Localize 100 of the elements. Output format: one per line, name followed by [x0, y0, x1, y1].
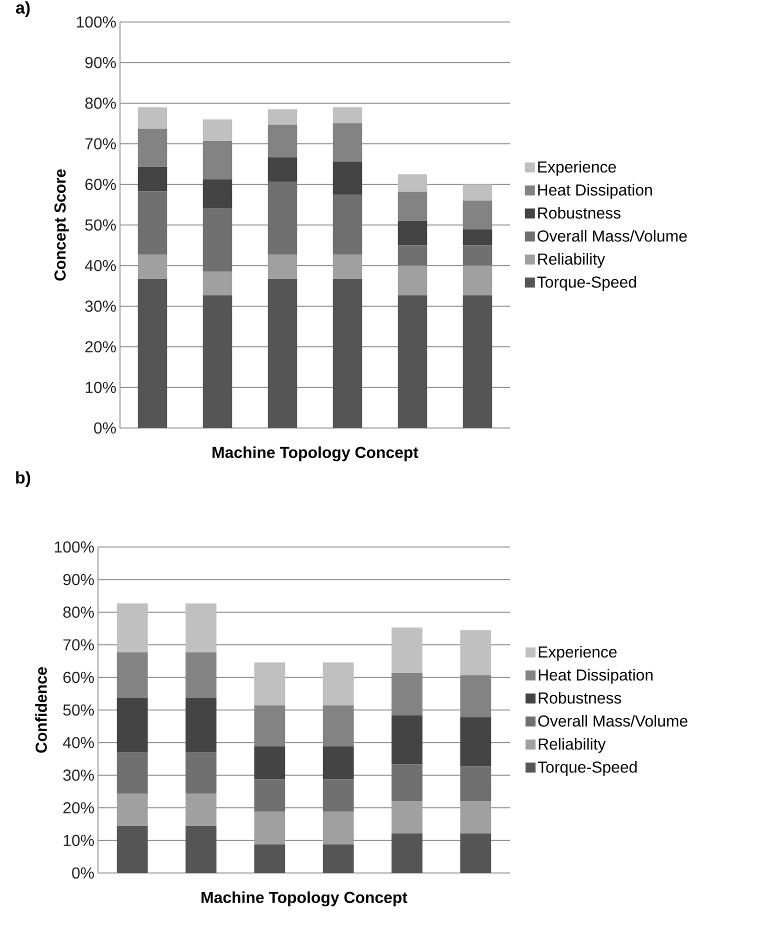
legend-label: Overall Mass/Volume: [538, 714, 688, 727]
y-tick-label: 10%: [86, 382, 116, 394]
y-tick-label: 90%: [63, 574, 94, 586]
bar: [254, 844, 286, 873]
bar: [186, 603, 216, 652]
y-tick-label: 40%: [84, 260, 116, 272]
bar: [202, 272, 232, 296]
bar: [332, 107, 362, 124]
bar: [322, 746, 354, 780]
bar: [116, 826, 148, 873]
bar: [322, 844, 354, 873]
chart-title: b): [16, 471, 30, 487]
chart-title: a): [16, 1, 30, 18]
y-tick-label: 0%: [72, 867, 94, 879]
y-axis-title: Concept Score: [54, 169, 69, 281]
legend-label: Torque-Speed: [538, 761, 637, 776]
y-tick-label: 100%: [76, 16, 116, 28]
bar: [460, 800, 492, 834]
bar: [462, 295, 492, 428]
y-tick-label: 0%: [94, 422, 116, 434]
bar: [138, 191, 168, 255]
bar: [186, 652, 216, 698]
bar: [332, 123, 362, 162]
bar: [116, 698, 148, 752]
bar: [392, 834, 422, 873]
bar: [462, 229, 492, 246]
legend-label: Heat Dissipation: [538, 184, 652, 199]
y-tick-label: 20%: [85, 341, 116, 352]
y-tick-label: 80%: [85, 98, 116, 109]
legend-label: Robustness: [538, 692, 622, 704]
bar: [268, 278, 298, 428]
bar: [460, 717, 492, 766]
legend-label: Reliability: [538, 253, 606, 268]
bar: [202, 180, 232, 208]
bar: [332, 254, 362, 279]
bar: [398, 295, 428, 428]
bar: [322, 812, 354, 844]
bar: [332, 162, 362, 195]
y-tick-label: 60%: [63, 672, 94, 684]
x-axis-title: Machine Topology Concept: [212, 446, 418, 462]
y-tick-label: 80%: [63, 606, 94, 618]
y-tick-label: 30%: [63, 770, 94, 781]
y-tick-label: 70%: [63, 639, 94, 650]
bar: [462, 245, 492, 266]
bar: [138, 107, 168, 129]
legend-label: Robustness: [538, 206, 620, 219]
y-axis-title: Confidence: [35, 667, 47, 753]
bar: [322, 705, 354, 747]
bar: [202, 119, 232, 141]
bar: [254, 705, 286, 747]
bar: [138, 166, 168, 192]
y-tick-label: 100%: [54, 541, 94, 553]
bar: [116, 603, 148, 652]
bar: [138, 278, 168, 428]
bar: [460, 834, 492, 873]
bar: [268, 157, 298, 182]
bar: [202, 140, 232, 180]
bar: [398, 174, 428, 192]
bar: [186, 752, 216, 794]
bar: [254, 746, 286, 780]
bar: [398, 220, 428, 246]
bar: [398, 245, 428, 266]
bar: [254, 812, 286, 844]
bar: [322, 662, 354, 706]
bar: [138, 254, 168, 279]
bar: [332, 278, 362, 428]
y-tick-label: 20%: [63, 802, 94, 814]
bar: [460, 630, 492, 676]
bar: [268, 109, 298, 125]
y-tick-label: 30%: [85, 300, 116, 312]
bar: [322, 779, 354, 812]
bar: [392, 800, 422, 834]
legend-label: Experience: [538, 160, 616, 176]
bar: [186, 698, 216, 752]
bar: [116, 752, 148, 794]
bar: [186, 794, 216, 826]
legend-label: Torque-Speed: [537, 276, 636, 291]
y-tick-label: 40%: [62, 736, 94, 748]
bar: [268, 124, 298, 158]
bar: [392, 764, 422, 801]
legend-label: Reliability: [538, 738, 606, 753]
bar: [268, 254, 298, 279]
bar: [254, 662, 286, 706]
bar: [462, 266, 492, 296]
y-tick-label: 50%: [63, 704, 94, 716]
bar: [268, 182, 298, 255]
y-tick-label: 50%: [85, 219, 116, 231]
bar: [462, 200, 492, 230]
bar: [460, 766, 492, 801]
x-axis-title: Machine Topology Concept: [202, 891, 408, 906]
bar: [202, 295, 232, 428]
y-tick-label: 10%: [64, 834, 94, 846]
bar: [202, 208, 232, 272]
bar: [254, 779, 286, 812]
bar: [392, 715, 422, 764]
bar: [460, 675, 492, 718]
bar: [462, 184, 492, 201]
bar: [398, 192, 428, 221]
legend-label: Heat Dissipation: [538, 668, 653, 684]
y-tick-label: 90%: [85, 56, 116, 68]
